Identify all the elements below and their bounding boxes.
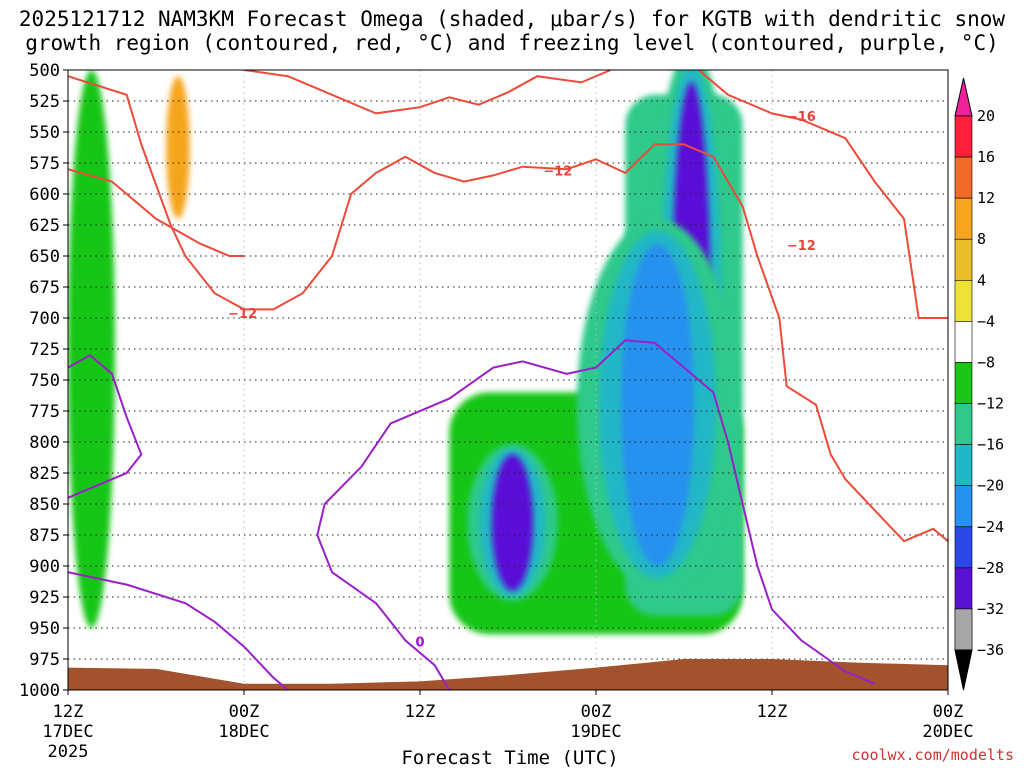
contour-line (316, 339, 876, 690)
colorbar-tick-label: −20 (977, 477, 1004, 495)
dendritic-growth-contours: −12 −12 −16 −12 (68, 70, 948, 543)
colorbar-top-arrow (954, 77, 973, 117)
credit-text: coolwx.com/modelts (851, 746, 1014, 764)
colorbar-tick-label: −32 (977, 600, 1004, 618)
colorbar-swatch (954, 115, 973, 158)
contour-line (243, 70, 612, 115)
x-axis-label: Forecast Time (UTC) (401, 747, 618, 768)
contour-label: −12 (543, 164, 572, 179)
colorbar-swatch (954, 197, 973, 240)
colorbar-legend: 20 16 12 8 4 −4 −8 −12 −16 −20 −24 −28 −32 −36 (954, 77, 1004, 691)
x-tick-label: 12Z (53, 702, 84, 722)
colorbar-bottom-arrow (954, 649, 973, 691)
contour-label: −12 (787, 239, 816, 254)
y-tick-label: 525 (29, 92, 60, 112)
y-tick-label: 825 (29, 464, 60, 484)
omega-shading (68, 70, 743, 635)
y-tick-label: 1000 (19, 681, 60, 701)
colorbar-tick-label: −8 (977, 353, 995, 371)
contour-line (698, 70, 948, 319)
x-tick-date-label: 19DEC (570, 722, 621, 742)
y-tick-label: 650 (29, 247, 60, 267)
x-tick-label: 00Z (933, 702, 964, 722)
y-tick-label: 750 (29, 371, 60, 391)
x-tick-date-label: 20DEC (922, 722, 973, 742)
colorbar-tick-label: 16 (977, 148, 995, 166)
x-tick-date-label: 18DEC (218, 722, 269, 742)
x-tick-date-label: 17DEC (42, 722, 93, 742)
y-tick-label: 775 (29, 402, 60, 422)
y-tick-label: 600 (29, 185, 60, 205)
colorbar-swatch (954, 156, 973, 199)
x-tick-year-label: 2025 (48, 742, 89, 762)
y-tick-label: 725 (29, 340, 60, 360)
chart-title-line1: 2025121712 NAM3KM Forecast Omega (shaded… (19, 7, 1006, 31)
x-tick-label: 00Z (229, 702, 260, 722)
colorbar-swatch (954, 444, 973, 486)
y-tick-label: 500 (29, 61, 60, 81)
contour-line (68, 75, 948, 543)
contour-line (68, 353, 143, 499)
colorbar-tick-label: 20 (977, 107, 995, 125)
contour-line (68, 571, 289, 690)
y-tick-label: 550 (29, 123, 60, 143)
freezing-level-contours: 00 (68, 339, 876, 690)
colorbar-tick-label: −36 (977, 641, 1004, 659)
colorbar-tick-label: −24 (977, 518, 1004, 536)
y-tick-label: 950 (29, 619, 60, 639)
contour-label: −12 (228, 307, 257, 322)
pressure-gridlines (68, 70, 948, 690)
omega-lift-core (491, 454, 533, 591)
y-tick-label: 875 (29, 526, 60, 546)
colorbar-swatch (954, 485, 973, 528)
y-tick-label: 625 (29, 216, 60, 236)
colorbar-swatch (954, 321, 973, 363)
contour-label: −16 (787, 110, 816, 125)
colorbar-tick-label: 4 (977, 271, 986, 289)
y-tick-label: 975 (29, 650, 60, 670)
chart-title-line2: growth region (contoured, red, °C) and f… (25, 31, 999, 55)
terrain-surface (68, 659, 948, 690)
colorbar-tick-label: −12 (977, 395, 1004, 413)
colorbar-swatch (954, 526, 973, 569)
omega-lift-core (620, 243, 695, 567)
colorbar-swatch (954, 403, 973, 445)
y-axis: 500 525 550 575 600 625 650 675 700 725 750 775 800 8… (19, 61, 68, 701)
contour-line (68, 168, 244, 257)
x-tick-label: 12Z (757, 702, 788, 722)
colorbar-tick-label: 8 (977, 230, 986, 248)
colorbar-swatch (954, 362, 973, 404)
colorbar-swatch (954, 567, 973, 610)
contour-label: 0 (415, 636, 424, 651)
colorbar-swatch (954, 608, 973, 651)
y-tick-label: 900 (29, 557, 60, 577)
omega-sink-core (166, 76, 190, 219)
colorbar-swatch (954, 280, 973, 322)
y-tick-label: 850 (29, 495, 60, 515)
colorbar-tick-label: −16 (977, 436, 1004, 454)
contour-label: 0 (415, 636, 424, 651)
x-tick-label: 00Z (581, 702, 612, 722)
colorbar-swatch (954, 238, 973, 281)
y-tick-label: 575 (29, 154, 60, 174)
colorbar-tick-label: −28 (977, 559, 1004, 577)
x-tick-label: 12Z (405, 702, 436, 722)
y-tick-label: 700 (29, 309, 60, 329)
colorbar-tick-label: −4 (977, 312, 995, 330)
y-tick-label: 800 (29, 433, 60, 453)
y-tick-label: 675 (29, 278, 60, 298)
plot-area: −12 −12 −16 −12 00 (68, 70, 948, 690)
y-tick-label: 925 (29, 588, 60, 608)
colorbar-tick-label: 12 (977, 189, 995, 207)
